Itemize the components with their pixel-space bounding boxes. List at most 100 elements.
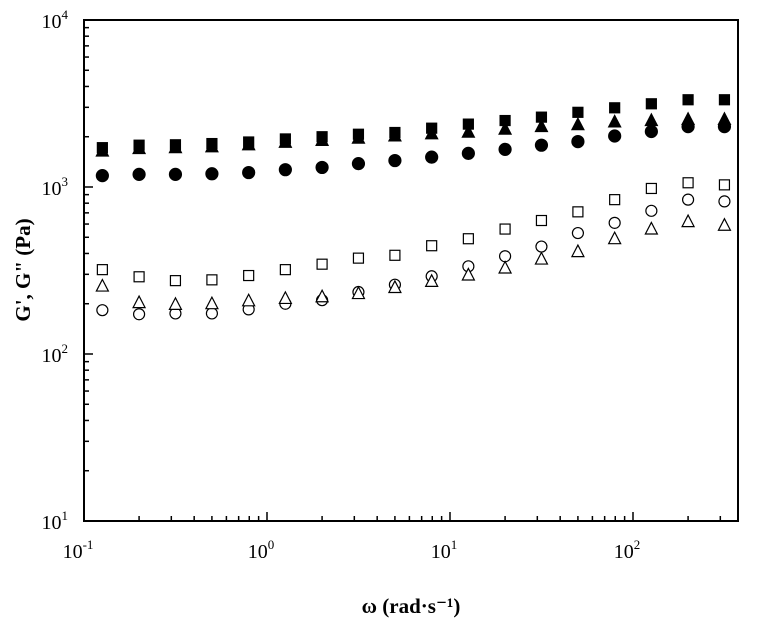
data-point bbox=[718, 195, 731, 208]
data-point bbox=[534, 251, 549, 265]
x-axis-tick-labels: 10-1 100 101 102 bbox=[63, 537, 641, 563]
plot-frame bbox=[83, 19, 739, 522]
data-point bbox=[204, 138, 219, 153]
data-point bbox=[279, 264, 291, 276]
data-point bbox=[499, 223, 511, 235]
data-point bbox=[315, 160, 329, 175]
data-point bbox=[718, 94, 731, 106]
data-point bbox=[718, 179, 731, 191]
y-axis-label: G', G" (Pa) bbox=[11, 218, 35, 321]
data-point bbox=[132, 294, 147, 309]
data-point bbox=[168, 167, 183, 181]
data-point bbox=[645, 182, 657, 195]
data-point bbox=[572, 106, 584, 118]
data-point bbox=[571, 226, 585, 240]
data-point bbox=[461, 267, 476, 281]
data-point bbox=[534, 138, 549, 152]
data-point bbox=[132, 167, 146, 181]
data-point bbox=[95, 169, 109, 183]
data-point bbox=[682, 94, 694, 106]
x-tick-label: 10-1 bbox=[63, 537, 94, 563]
data-point bbox=[571, 135, 585, 149]
data-point bbox=[206, 274, 218, 286]
data-point bbox=[278, 290, 293, 305]
series-square-open bbox=[96, 177, 731, 287]
data-point bbox=[645, 98, 657, 110]
data-point bbox=[682, 177, 694, 189]
data-point bbox=[609, 102, 621, 114]
data-point bbox=[608, 216, 621, 229]
data-point bbox=[425, 150, 439, 164]
series-circle-filled bbox=[95, 119, 732, 183]
data-point bbox=[388, 153, 402, 168]
data-point bbox=[462, 233, 474, 245]
data-point bbox=[351, 157, 366, 171]
data-point bbox=[352, 252, 365, 264]
data-point bbox=[95, 278, 110, 292]
data-point bbox=[717, 119, 732, 134]
y-tick-label: 103 bbox=[42, 174, 69, 200]
data-point bbox=[205, 307, 219, 320]
data-point bbox=[717, 217, 732, 231]
data-point bbox=[95, 143, 110, 157]
data-point bbox=[351, 130, 366, 144]
data-point bbox=[387, 128, 402, 142]
data-point bbox=[498, 142, 512, 156]
series-circle-open bbox=[96, 193, 731, 321]
data-point bbox=[426, 240, 438, 252]
y-tick-label: 102 bbox=[42, 341, 69, 367]
series-triangle-filled bbox=[95, 111, 732, 157]
data-point bbox=[169, 275, 182, 287]
data-point bbox=[424, 273, 439, 287]
series-square-filled bbox=[96, 94, 731, 154]
data-point bbox=[681, 193, 695, 206]
data-point bbox=[315, 288, 330, 303]
series-triangle-open bbox=[95, 213, 732, 311]
data-point bbox=[461, 146, 475, 160]
data-point bbox=[387, 279, 402, 294]
x-axis-ticks bbox=[83, 512, 722, 521]
data-point bbox=[681, 119, 695, 134]
data-point bbox=[205, 167, 219, 181]
x-tick-label: 102 bbox=[614, 537, 641, 563]
data-point bbox=[570, 116, 585, 131]
data-point bbox=[424, 125, 439, 140]
y-axis-tick-labels: 101 102 103 104 bbox=[42, 7, 69, 534]
data-point bbox=[389, 249, 401, 261]
data-point bbox=[242, 165, 256, 180]
data-point bbox=[96, 264, 108, 276]
data-point bbox=[681, 213, 696, 228]
data-point bbox=[461, 124, 476, 138]
data-point bbox=[168, 139, 183, 154]
y-tick-label: 101 bbox=[42, 508, 69, 534]
x-tick-label: 100 bbox=[248, 537, 275, 563]
data-point bbox=[498, 250, 512, 263]
data-point bbox=[278, 163, 292, 177]
data-point bbox=[168, 296, 183, 311]
data-points bbox=[95, 94, 732, 321]
data-point bbox=[96, 304, 109, 317]
data-point bbox=[241, 292, 256, 307]
data-point bbox=[241, 136, 256, 151]
data-point bbox=[535, 214, 548, 227]
data-point bbox=[534, 118, 549, 133]
data-point bbox=[644, 221, 659, 235]
data-point bbox=[609, 194, 621, 206]
data-point bbox=[204, 295, 219, 310]
data-point bbox=[608, 129, 622, 143]
data-point bbox=[570, 243, 585, 258]
data-point bbox=[132, 140, 147, 155]
y-axis-ticks bbox=[84, 19, 93, 522]
data-point bbox=[644, 112, 659, 127]
data-point bbox=[644, 124, 658, 139]
data-point bbox=[607, 114, 622, 128]
data-point bbox=[498, 260, 513, 274]
x-tick-label: 101 bbox=[431, 537, 458, 563]
data-point bbox=[607, 230, 622, 245]
data-point bbox=[133, 271, 145, 283]
data-point bbox=[535, 240, 548, 253]
data-point bbox=[645, 204, 658, 217]
data-point bbox=[315, 132, 330, 146]
x-axis-label: ω (rad·s⁻¹) bbox=[362, 594, 461, 618]
